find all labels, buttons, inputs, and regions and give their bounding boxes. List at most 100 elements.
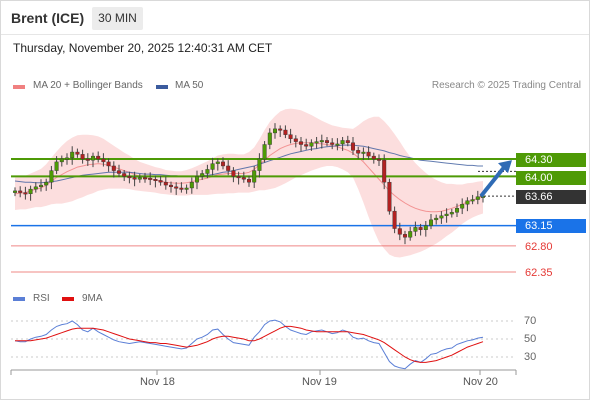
candle-body	[325, 140, 330, 143]
candle-body	[189, 181, 194, 189]
candle-body	[377, 158, 382, 161]
candle-body	[142, 177, 147, 180]
candle-body	[12, 190, 17, 193]
ma50-legend-label: MA 50	[175, 80, 204, 91]
candle-body	[101, 158, 106, 163]
candle-body	[39, 184, 44, 188]
candle-body	[429, 219, 434, 226]
candle-body	[174, 186, 179, 189]
candle-body	[70, 151, 75, 159]
rsi-label-50: 50	[524, 333, 537, 345]
ma20-legend-label: MA 20 + Bollinger Bands	[33, 80, 143, 91]
candle-body	[246, 179, 251, 183]
candle-body	[434, 217, 439, 221]
candle-body	[283, 129, 288, 135]
rsi-legend-label: RSI	[33, 293, 50, 304]
candle-body	[335, 143, 340, 146]
rsi-label-70: 70	[524, 315, 537, 327]
candle-body	[309, 142, 314, 147]
ma20-legend-swatch	[13, 85, 25, 89]
level-tag-r1: 64.00	[516, 171, 586, 185]
candle-body	[397, 228, 402, 235]
candlesticks	[12, 123, 486, 245]
forecast-arrow-group	[479, 160, 512, 198]
candle-body	[475, 196, 480, 200]
candle-body	[423, 225, 428, 230]
candle-body	[226, 165, 231, 171]
level-tag-r2: 64.30	[516, 153, 586, 167]
candle-body	[106, 161, 111, 167]
candle-body	[49, 170, 54, 183]
candle-body	[194, 176, 199, 183]
timeframe-badge[interactable]: 30 MIN	[92, 7, 143, 30]
x-label-nov18: Nov 18	[140, 376, 175, 388]
candle-body	[184, 187, 189, 190]
ma50-legend-swatch	[156, 85, 168, 89]
candle-body	[273, 128, 278, 134]
candle-body	[392, 210, 397, 229]
candle-body	[200, 173, 205, 177]
candle-body	[54, 161, 59, 171]
candle-body	[122, 173, 127, 177]
candle-body	[18, 190, 23, 193]
candle-body	[137, 177, 142, 180]
candle-body	[153, 179, 158, 181]
candle-body	[262, 144, 267, 160]
candle-body	[257, 158, 262, 171]
candle-body	[236, 176, 241, 179]
candle-body	[356, 150, 361, 154]
level-tag-last: 63.66	[516, 190, 586, 204]
level-label-s2: 62.35	[525, 267, 553, 279]
candle-body	[267, 132, 272, 145]
timestamp: Thursday, November 20, 2025 12:40:31 AM …	[13, 41, 273, 55]
rsi-line	[14, 319, 484, 370]
candle-body	[215, 161, 220, 164]
candle-body	[340, 140, 345, 145]
candle-body	[75, 151, 80, 155]
candle-body	[304, 144, 309, 147]
candle-body	[345, 140, 350, 143]
candle-body	[116, 170, 121, 174]
candle-body	[241, 177, 246, 180]
candle-body	[210, 163, 215, 170]
rsi-label-30: 30	[524, 351, 537, 363]
candle-body	[44, 181, 49, 186]
candle-body	[64, 157, 69, 160]
candle-body	[293, 138, 298, 142]
candle-body	[252, 170, 257, 183]
forecast-arrowhead	[498, 160, 512, 174]
candle-body	[351, 142, 356, 151]
candle-body	[23, 192, 28, 195]
instrument-title: Brent (ICE)	[11, 10, 85, 26]
candle-body	[85, 158, 90, 161]
candle-body	[330, 142, 335, 145]
candle-body	[371, 155, 376, 160]
candle-body	[470, 199, 475, 202]
candle-body	[449, 212, 454, 215]
candle-body	[132, 177, 137, 180]
candle-body	[111, 165, 116, 171]
x-label-nov20: Nov 20	[463, 376, 498, 388]
candle-body	[59, 158, 64, 163]
research-credit: Research © 2025 Trading Central	[431, 80, 581, 91]
candle-body	[319, 140, 324, 143]
x-label-nov19: Nov 19	[302, 376, 337, 388]
candle-body	[33, 186, 38, 190]
candle-body	[231, 170, 236, 177]
candle-body	[148, 177, 153, 180]
candle-body	[403, 234, 408, 238]
rsi-ma-legend-label: 9MA	[82, 293, 103, 304]
candle-body	[205, 169, 210, 174]
candle-body	[299, 141, 304, 145]
candle-body	[361, 151, 366, 154]
candle-body	[460, 203, 465, 209]
candle-body	[387, 181, 392, 212]
candle-body	[80, 154, 85, 160]
rsi-ma-legend-swatch	[62, 297, 74, 301]
candle-body	[382, 159, 387, 183]
candle-body	[127, 176, 132, 179]
candle-body	[314, 141, 319, 144]
forecast-arrow-shaft	[479, 164, 507, 198]
level-label-s1: 62.80	[525, 241, 553, 253]
